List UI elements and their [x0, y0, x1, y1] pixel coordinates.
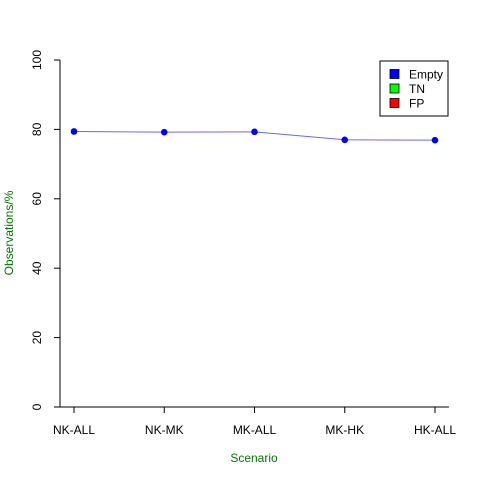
data-point [341, 136, 349, 144]
legend-swatch [389, 98, 400, 108]
y-tick-label: 80 [30, 122, 44, 136]
plot-frame [59, 60, 449, 408]
y-tick-label: 20 [30, 331, 44, 345]
x-axis-label: Scenario [230, 451, 278, 465]
legend-label: TN [409, 82, 425, 96]
x-tick-label: HK-ALL [414, 423, 456, 437]
legend-label: Empty [409, 68, 443, 82]
data-point [251, 128, 258, 136]
x-tick-label: NK-ALL [53, 423, 95, 437]
data-point [160, 128, 168, 136]
y-tick-label: 100 [30, 50, 44, 70]
y-axis: 0 20 40 60 80 100 [30, 50, 60, 410]
data-point [70, 128, 78, 135]
x-axis: NK-ALL NK-MK MK-ALL MK-HK HK-ALL [53, 407, 456, 437]
y-tick-label: 60 [30, 192, 44, 206]
x-tick-label: MK-HK [325, 423, 364, 437]
y-axis-label: Observations/% [2, 190, 16, 275]
x-tick-label: NK-MK [145, 423, 184, 437]
y-tick-label: 40 [30, 261, 44, 275]
data-point [431, 136, 439, 144]
y-tick-label: 0 [30, 403, 44, 410]
series-group [70, 128, 439, 144]
x-tick-label: MK-ALL [233, 423, 277, 437]
legend-label: FP [409, 97, 424, 111]
legend-swatch [389, 83, 400, 94]
legend-swatch [389, 69, 400, 79]
